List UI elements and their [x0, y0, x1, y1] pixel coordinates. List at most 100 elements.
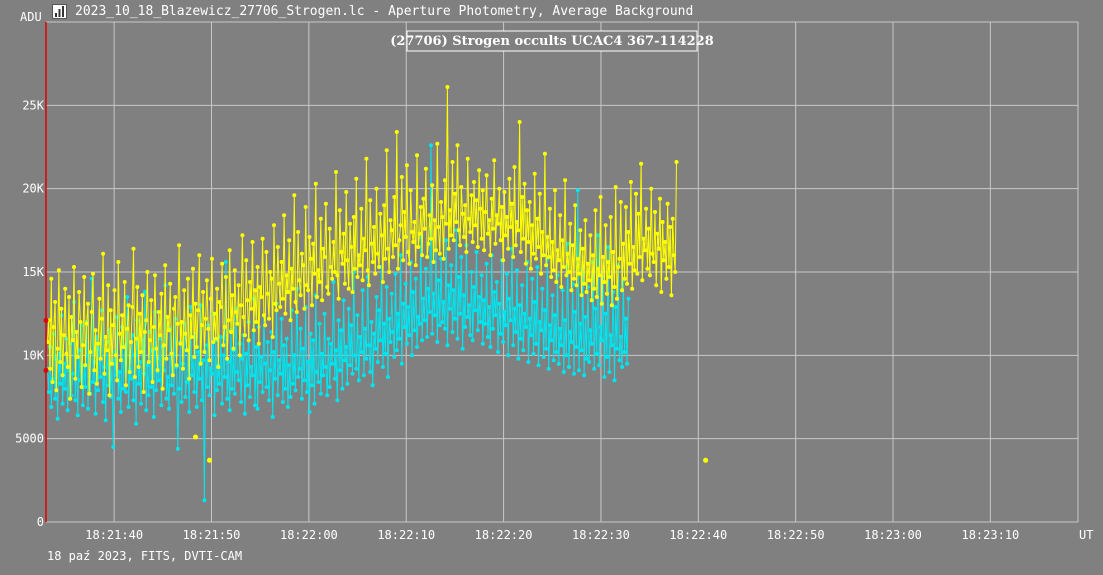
data-point [242, 333, 247, 338]
data-point [578, 321, 583, 326]
data-point [406, 250, 411, 254]
data-point [220, 401, 225, 406]
series-yellow [45, 85, 679, 401]
data-point [561, 370, 566, 374]
x-tick-label: 18:22:40 [669, 528, 727, 542]
data-point [591, 253, 595, 258]
data-point [449, 233, 454, 238]
data-point [236, 378, 241, 383]
data-point [330, 361, 335, 366]
data-point [208, 366, 213, 371]
data-point [632, 268, 637, 273]
data-point [531, 251, 536, 256]
data-point [341, 298, 346, 303]
data-point [318, 391, 323, 396]
data-point [613, 185, 618, 189]
data-point [626, 296, 631, 301]
data-point [351, 215, 356, 219]
data-point [458, 243, 463, 248]
data-point [398, 253, 403, 258]
data-point [145, 363, 150, 368]
data-point [227, 248, 232, 253]
data-point [566, 270, 571, 274]
data-point [125, 326, 130, 331]
data-point [503, 323, 508, 328]
data-point [299, 251, 304, 256]
data-point [498, 238, 503, 243]
data-point [301, 346, 306, 351]
data-point [473, 223, 478, 228]
data-point [51, 325, 56, 329]
data-point [665, 201, 670, 206]
data-point [496, 350, 500, 354]
data-point [102, 371, 107, 376]
data-point [408, 188, 413, 193]
data-point [201, 358, 206, 363]
data-point [609, 303, 614, 308]
data-point [123, 383, 128, 388]
data-point [46, 390, 51, 394]
data-point [63, 386, 68, 391]
data-point [246, 338, 251, 343]
data-point [488, 345, 493, 349]
data-point [444, 238, 449, 243]
data-point [269, 276, 274, 281]
data-point [423, 266, 428, 271]
data-point [115, 315, 120, 319]
data-point [239, 400, 244, 404]
data-point [426, 286, 431, 291]
data-point [306, 288, 311, 293]
data-point [447, 208, 452, 213]
data-point [469, 270, 474, 274]
data-point [188, 313, 193, 318]
data-point [231, 346, 236, 351]
data-point [418, 205, 423, 209]
data-point [618, 335, 623, 339]
data-point [377, 308, 382, 313]
data-point [99, 316, 104, 321]
data-point [547, 206, 552, 211]
data-point [565, 241, 570, 246]
chart-title: (27706) Strogen occults UCAC4 367-114228 [390, 34, 714, 49]
data-point [302, 378, 307, 383]
data-point [339, 250, 344, 254]
data-point [289, 266, 294, 271]
data-point [350, 371, 355, 376]
data-point [423, 166, 428, 171]
data-point [385, 375, 390, 379]
data-point [593, 306, 598, 311]
chart-title-box: (27706) Strogen occults UCAC4 367-114228 [390, 30, 714, 52]
data-point [512, 306, 517, 311]
data-point [203, 316, 208, 321]
data-point [655, 231, 660, 236]
data-point [260, 390, 265, 394]
data-point [580, 246, 585, 251]
data-point [198, 361, 203, 366]
data-point [588, 328, 593, 333]
data-point [287, 238, 292, 243]
data-point [267, 398, 271, 403]
data-point [325, 393, 330, 398]
data-point [284, 273, 289, 278]
data-point [402, 210, 407, 214]
data-point [573, 203, 578, 208]
data-point [88, 350, 93, 354]
data-point [672, 253, 676, 258]
data-point [393, 243, 398, 248]
data-point [187, 376, 192, 381]
data-point [527, 200, 532, 204]
data-point [91, 271, 95, 276]
data-point [601, 255, 606, 259]
data-point [361, 236, 366, 241]
data-point [555, 248, 560, 253]
data-point [248, 395, 252, 399]
data-point [339, 328, 344, 333]
data-point [628, 180, 633, 184]
data-point [506, 353, 511, 358]
data-point [407, 261, 412, 266]
data-point [112, 288, 117, 293]
data-point [542, 308, 547, 313]
data-point [317, 280, 322, 284]
data-point [329, 265, 333, 269]
y-tick-label: 0 [37, 515, 44, 529]
